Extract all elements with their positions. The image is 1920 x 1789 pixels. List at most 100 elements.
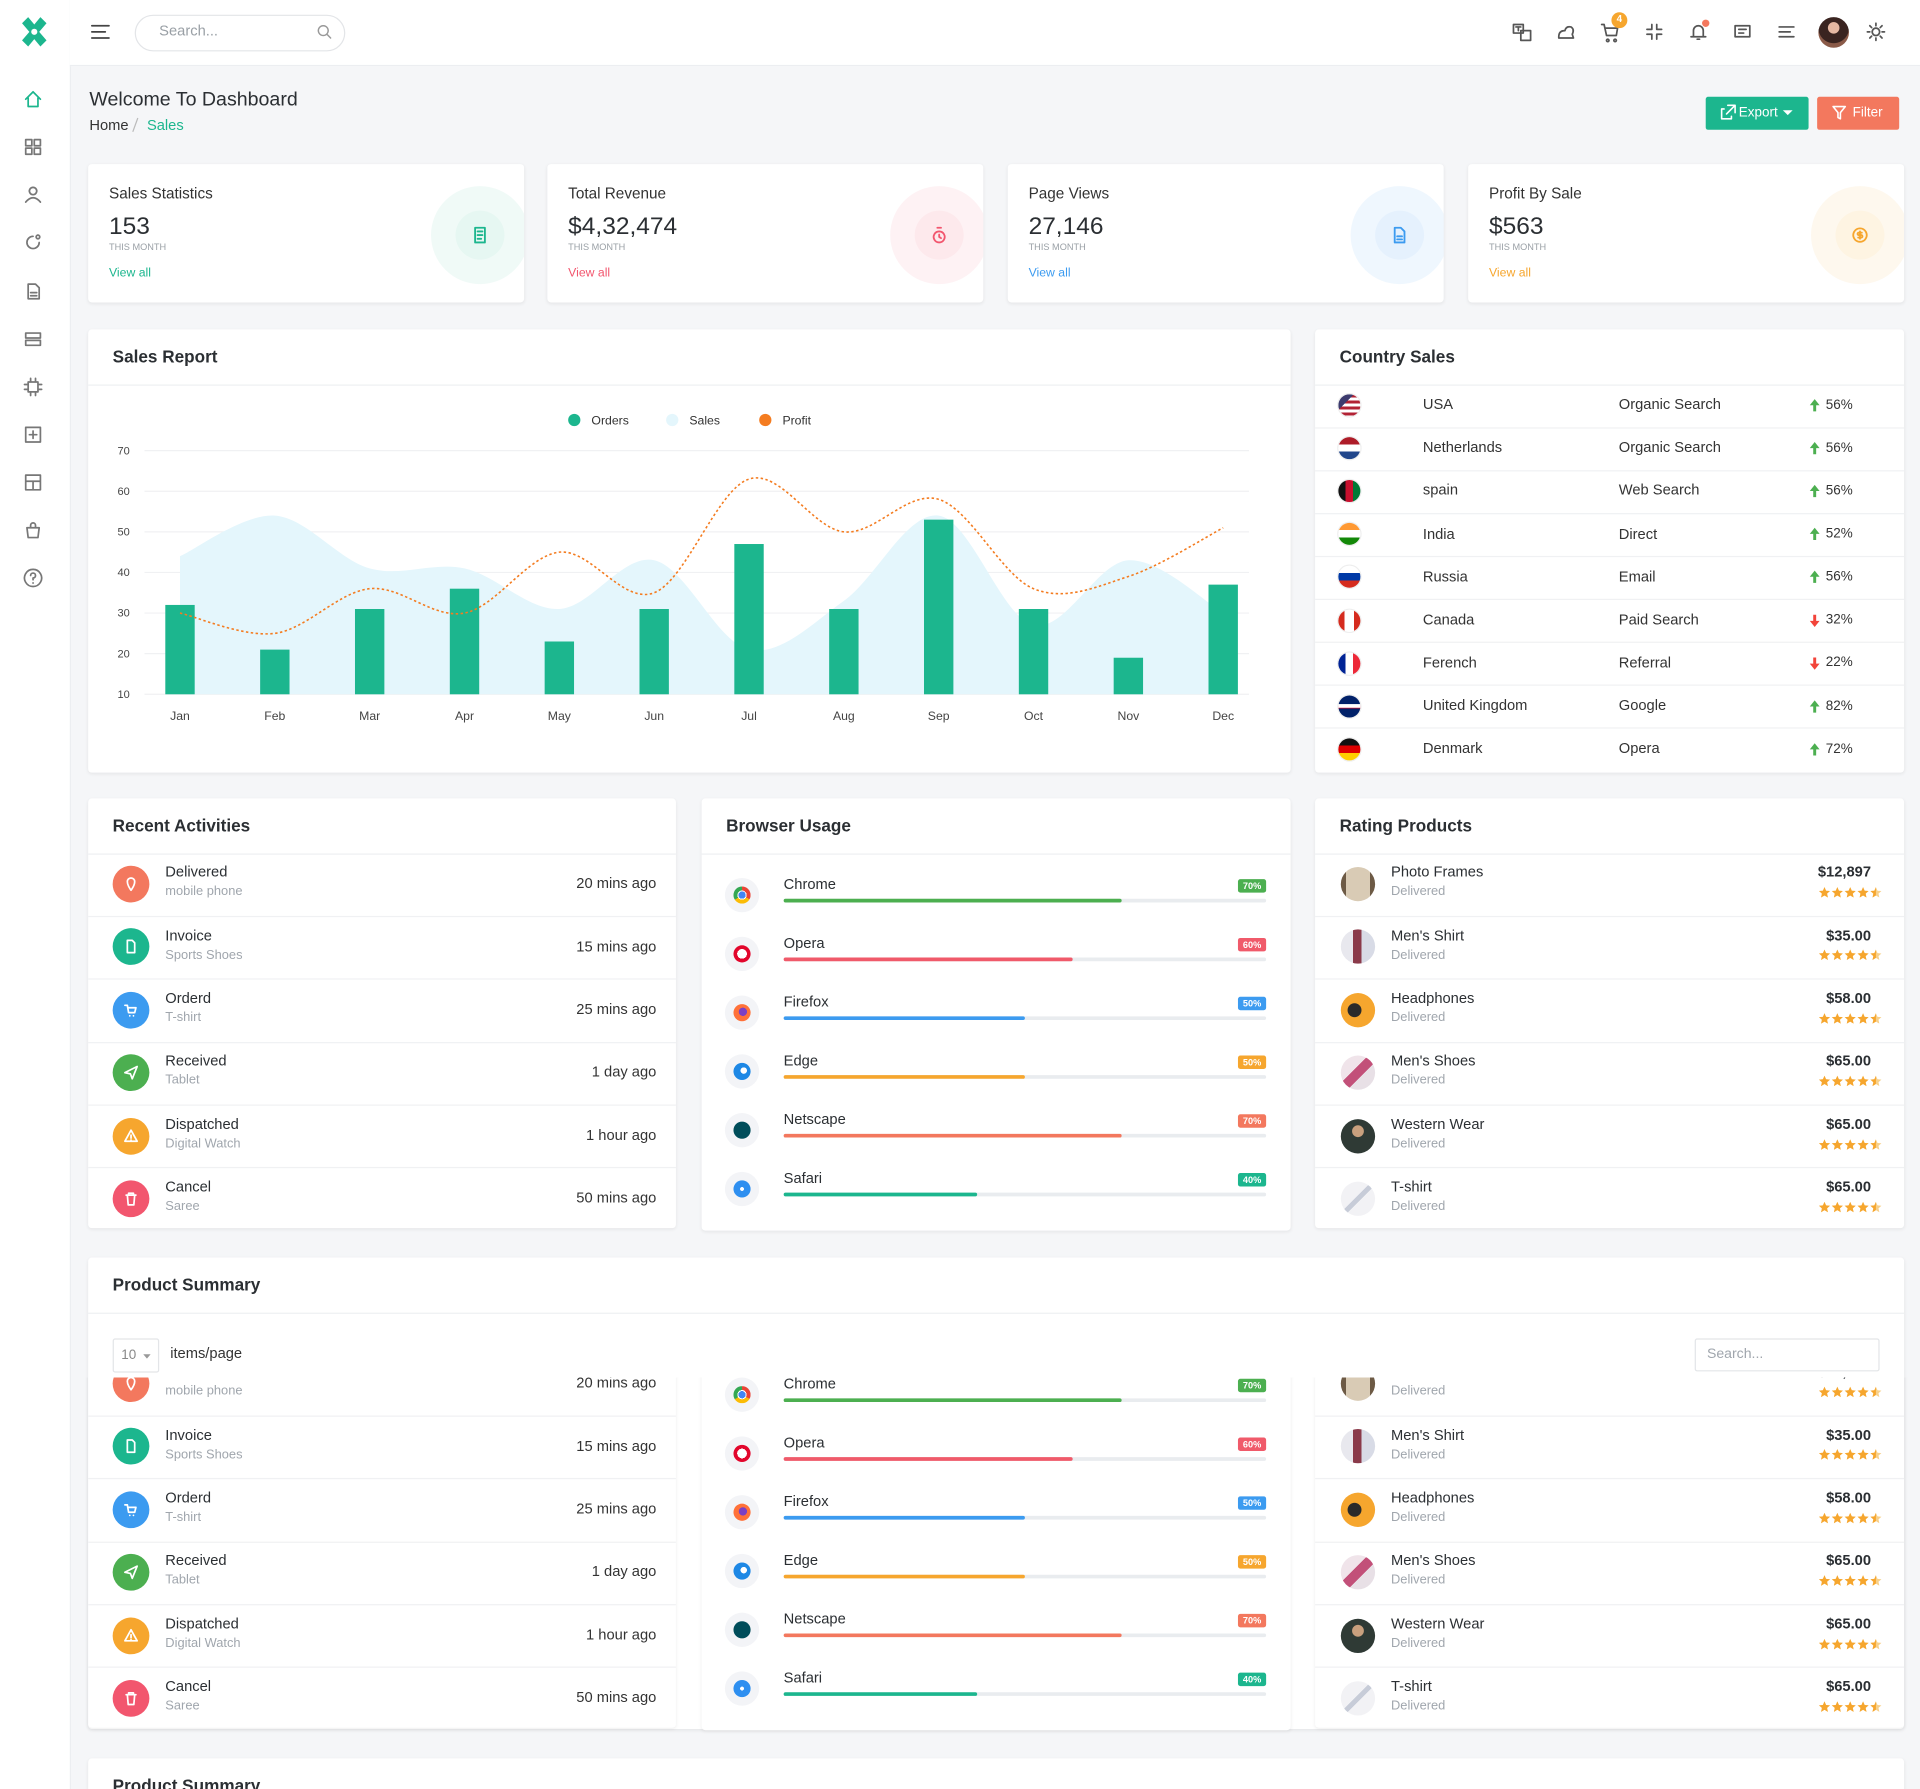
header-icon-glyph (1512, 23, 1532, 42)
activity-subtitle: T-shirt (165, 1010, 202, 1025)
sidebar-icon[interactable] (22, 136, 44, 158)
star (1870, 950, 1882, 961)
browser-icon (733, 1180, 751, 1198)
trend-arrow-shape (1809, 614, 1820, 627)
page-size-select[interactable] (112, 1338, 160, 1373)
sidebar-icon[interactable] (22, 424, 44, 446)
stat-icon (474, 226, 486, 244)
activity-icon (124, 1503, 137, 1517)
trend-arrow-shape (1809, 442, 1820, 455)
usage-bar (783, 1192, 977, 1197)
product-name: Western Wear (1391, 1115, 1485, 1133)
sidebar-icon[interactable] (22, 88, 44, 110)
table-search[interactable] (1694, 1338, 1880, 1372)
flag (1338, 523, 1361, 546)
row-divider (88, 1104, 676, 1106)
stat-title: Profit By Sale (1488, 184, 1582, 202)
star (1870, 1638, 1882, 1649)
trend-arrow-shape (1809, 743, 1820, 756)
activity-icon-bg (112, 991, 150, 1029)
settings[interactable] (1865, 21, 1887, 43)
star (1870, 1512, 1882, 1524)
flag (1338, 437, 1361, 460)
star (1870, 1575, 1882, 1586)
rating-stars (1818, 1575, 1882, 1586)
product-status: Delivered (1391, 1010, 1446, 1025)
sidebar-icon[interactable] (22, 280, 44, 302)
country-name: Netherlands (1422, 438, 1503, 456)
row-divider (1315, 1666, 1905, 1669)
menu-toggle-glyph (90, 24, 110, 39)
activity-icon (126, 877, 136, 892)
flag (1338, 480, 1361, 503)
product-name: Men's Shirt (1391, 926, 1465, 944)
sidebar-icon[interactable] (22, 184, 44, 206)
filter-button[interactable] (1817, 96, 1900, 130)
product-price: $65.00 (1826, 1677, 1872, 1695)
header-icon[interactable] (1555, 21, 1577, 43)
sales-chart: 10 20 30 40 50 60 70 Jan Feb Mar Apr May Jun Jul Aug Se… (118, 413, 1249, 723)
star-filled (1818, 887, 1830, 898)
stat-icon-glyph (932, 226, 946, 244)
card-divider (88, 853, 676, 855)
flag-cross (1338, 704, 1361, 708)
product-name: Photo Frames (1391, 1378, 1483, 1383)
sidebar-icon[interactable] (22, 376, 44, 398)
row-divider (1315, 1541, 1905, 1543)
sidebar-icon[interactable] (22, 471, 44, 493)
traffic-source: Opera (1618, 739, 1660, 757)
export-button[interactable] (1705, 96, 1809, 130)
product-status: Delivered (1391, 1635, 1446, 1651)
traffic-source: Google (1618, 696, 1667, 714)
header-icon-glyph (1646, 23, 1663, 41)
avatar[interactable] (1818, 17, 1849, 48)
rating-stars (1818, 1138, 1882, 1150)
usage-bar (783, 1016, 1025, 1020)
header-icon[interactable] (1687, 21, 1709, 43)
x-tick-label: Aug (833, 709, 855, 723)
activity-icon-glyph (126, 940, 136, 954)
search-icon[interactable] (313, 21, 335, 43)
header-icon[interactable] (1599, 21, 1621, 43)
sidebar-icon[interactable] (22, 519, 44, 541)
star-filled (1818, 1386, 1830, 1398)
stat-link[interactable]: View all (108, 266, 151, 280)
cart-count: 4 (1616, 13, 1623, 25)
star-filled (1831, 1575, 1843, 1586)
row-divider (1315, 684, 1905, 686)
star (1857, 1449, 1869, 1461)
product-name: Headphones (1391, 989, 1475, 1007)
sidebar-icon[interactable] (22, 328, 44, 350)
header-icon[interactable] (1776, 21, 1798, 43)
star (1844, 1512, 1856, 1524)
usage-label: 70% (1242, 879, 1262, 891)
usage-track (783, 1192, 1267, 1197)
browser-name: Edge (783, 1052, 818, 1070)
star (1831, 1449, 1843, 1461)
country-name: Denmark (1422, 739, 1483, 757)
star (1870, 887, 1882, 898)
sidebar-icon[interactable] (22, 567, 44, 589)
product-price: $58.00 (1826, 989, 1872, 1007)
header-icon[interactable] (1731, 21, 1753, 43)
trend-arrow (1809, 571, 1820, 584)
star (1844, 1386, 1856, 1398)
stat-link[interactable]: View all (1028, 266, 1071, 280)
usage-bar (783, 1633, 1122, 1638)
sidebar-icon-glyph (24, 474, 42, 491)
menu-toggle[interactable] (89, 21, 111, 43)
stat-period: THIS MONTH (568, 241, 626, 253)
header-icon[interactable] (1643, 21, 1665, 43)
sidebar-icon[interactable] (22, 231, 44, 253)
stat-link[interactable]: View all (1488, 266, 1531, 280)
product-price: $65.00 (1826, 1115, 1872, 1133)
search-box[interactable] (134, 14, 346, 52)
header-icon[interactable] (1511, 21, 1533, 43)
trend-arrow (1809, 485, 1820, 498)
product-price: $35.00 (1826, 926, 1872, 944)
country-name: United Kingdom (1422, 696, 1528, 714)
browser-icon (733, 1503, 751, 1521)
stat-link[interactable]: View all (568, 266, 611, 280)
breadcrumb-home[interactable]: Home (89, 116, 129, 134)
